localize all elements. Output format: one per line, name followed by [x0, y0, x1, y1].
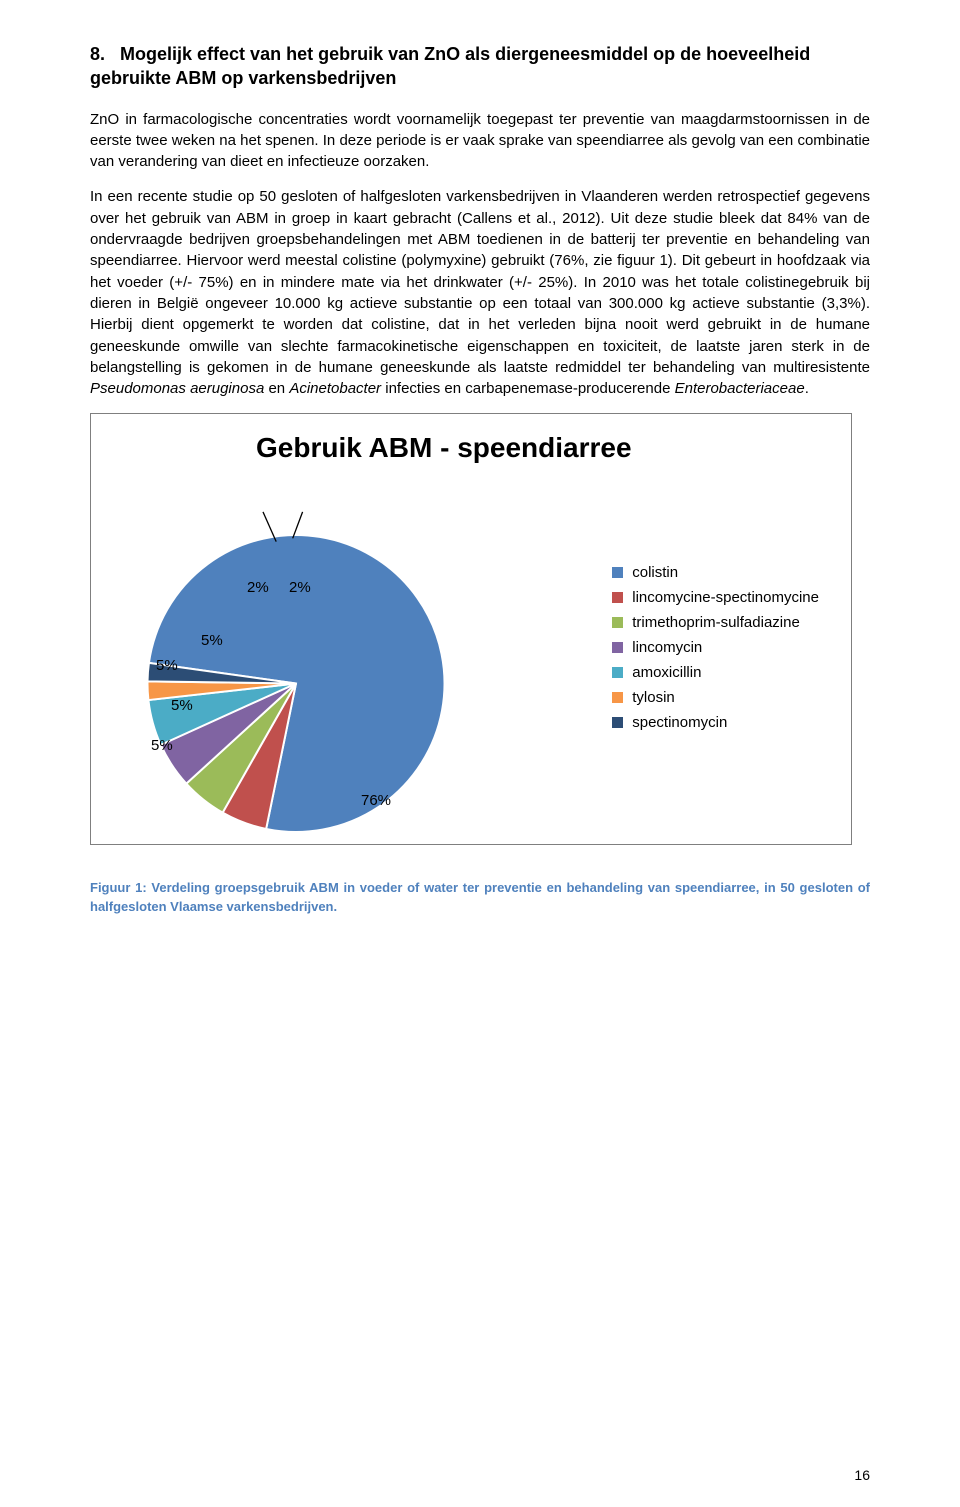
pie-slice-label: 5%: [151, 737, 173, 754]
legend-label: lincomycin: [632, 639, 702, 656]
section-number: 8.: [90, 44, 105, 64]
p2-italic1: Pseudomonas aeruginosa: [90, 380, 264, 397]
p2-italic2: Acinetobacter: [289, 380, 381, 397]
page-number: 16: [854, 1467, 870, 1483]
legend-item: lincomycine-spectinomycine: [612, 589, 819, 606]
pie-chart: [131, 502, 461, 832]
legend-item: trimethoprim-sulfadiazine: [612, 614, 819, 631]
legend-item: spectinomycin: [612, 714, 819, 731]
legend-item: tylosin: [612, 689, 819, 706]
legend-item: amoxicillin: [612, 664, 819, 681]
p2-italic3: Enterobacteriaceae: [675, 380, 805, 397]
legend-swatch: [612, 567, 623, 578]
paragraph-1: ZnO in farmacologische concentraties wor…: [90, 109, 870, 173]
p2-prefix: In een recente studie op 50 gesloten of …: [90, 188, 870, 375]
legend-item: colistin: [612, 564, 819, 581]
legend-label: tylosin: [632, 689, 675, 706]
legend-label: spectinomycin: [632, 714, 727, 731]
pie-slice-label: 5%: [171, 697, 193, 714]
p2-mid2: infecties en carbapenemase-producerende: [381, 380, 675, 397]
legend-swatch: [612, 592, 623, 603]
section-title: 8. Mogelijk effect van het gebruik van Z…: [90, 42, 870, 91]
chart-box: Gebruik ABM - speendiarree 76% 5% 5% 5% 5% 2%…: [90, 413, 852, 845]
legend-swatch: [612, 717, 623, 728]
figure-caption: Figuur 1: Verdeling groepsgebruik ABM in…: [90, 879, 870, 915]
p2-suffix: .: [805, 380, 809, 397]
legend-label: amoxicillin: [632, 664, 701, 681]
legend-item: lincomycin: [612, 639, 819, 656]
legend-swatch: [612, 667, 623, 678]
pie-slice-label: 5%: [201, 632, 223, 649]
legend-label: trimethoprim-sulfadiazine: [632, 614, 800, 631]
legend-swatch: [612, 642, 623, 653]
legend-label: lincomycine-spectinomycine: [632, 589, 819, 606]
pie-slice-label: 2%: [247, 579, 269, 596]
pie-slice-label: 76%: [361, 792, 391, 809]
pie-slice-label: 5%: [156, 657, 178, 674]
legend-swatch: [612, 692, 623, 703]
p2-mid1: en: [264, 380, 289, 397]
legend: colistin lincomycine-spectinomycine trimet…: [612, 564, 819, 739]
pie-slice-label: 2%: [289, 579, 311, 596]
pie-wrap: 76% 5% 5% 5% 5% 2% 2%: [131, 502, 461, 832]
chart-title: Gebruik ABM - speendiarree: [256, 432, 632, 464]
page: 8. Mogelijk effect van het gebruik van Z…: [0, 0, 960, 1507]
paragraph-2: In een recente studie op 50 gesloten of …: [90, 186, 870, 399]
legend-label: colistin: [632, 564, 678, 581]
section-title-text: Mogelijk effect van het gebruik van ZnO …: [90, 44, 810, 88]
legend-swatch: [612, 617, 623, 628]
